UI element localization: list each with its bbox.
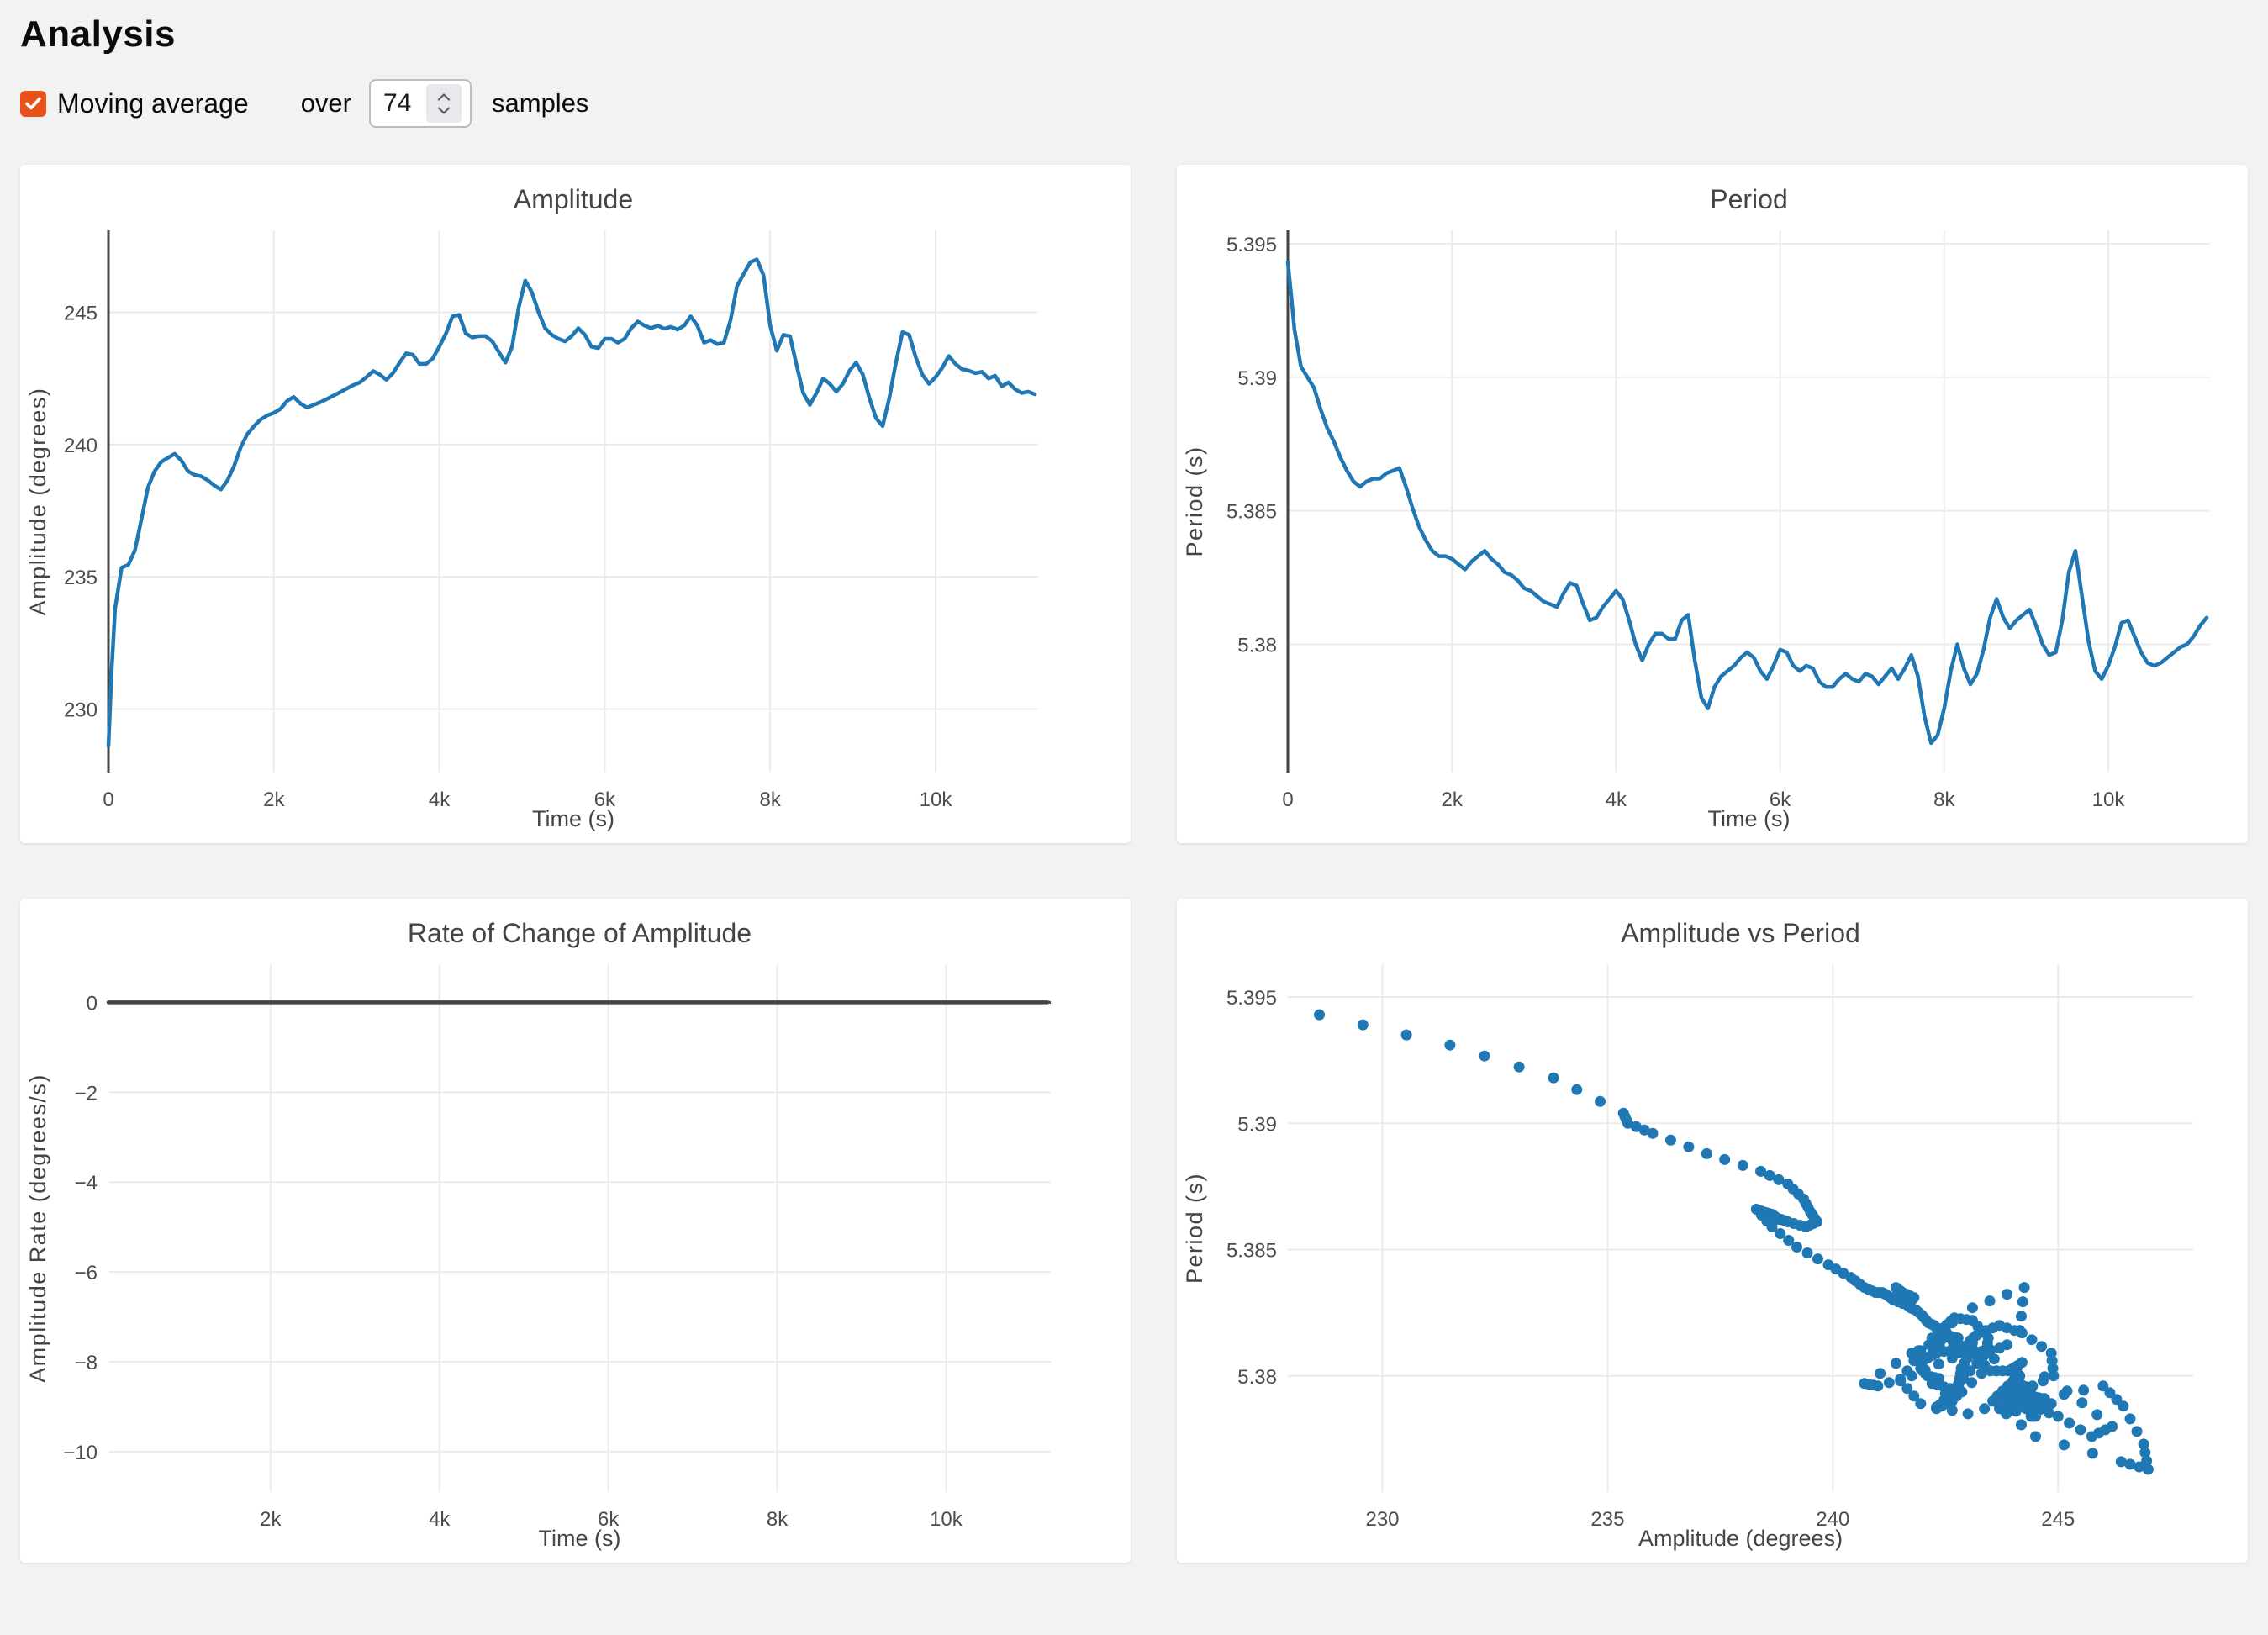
- page-header: Analysis Moving average over samples: [0, 0, 2268, 129]
- svg-text:Rate of Change of Amplitude: Rate of Change of Amplitude: [408, 918, 752, 948]
- svg-text:5.385: 5.385: [1226, 1240, 1277, 1263]
- svg-text:4k: 4k: [429, 788, 451, 811]
- svg-text:6k: 6k: [594, 788, 616, 811]
- svg-text:2k: 2k: [260, 1508, 282, 1531]
- svg-text:2k: 2k: [1442, 788, 1464, 811]
- svg-text:5.39: 5.39: [1237, 367, 1277, 390]
- svg-text:5.38: 5.38: [1237, 1366, 1277, 1389]
- amplitude-vs-period-chart-card: 230 235 240 245 5.38 5.385 5.39 5.395 Amplitude …: [1177, 899, 2248, 1563]
- svg-text:Period (s): Period (s): [1182, 1173, 1207, 1284]
- svg-text:0: 0: [1282, 788, 1293, 811]
- svg-text:−4: −4: [75, 1172, 98, 1195]
- amplitude-chart[interactable]: 0 2k 4k 6k 8k 10k 230 235 240 245 Time (s) Amplitud…: [20, 165, 1131, 843]
- svg-text:8k: 8k: [760, 788, 782, 811]
- svg-text:2k: 2k: [263, 788, 285, 811]
- charts-grid: 0 2k 4k 6k 8k 10k 230 235 240 245 Time (s) Amplitud…: [0, 165, 2268, 1563]
- period-chart[interactable]: 0 2k 4k 6k 8k 10k 5.38 5.385 5.39 5.395 Time (s) Pe…: [1177, 165, 2248, 843]
- svg-text:235: 235: [64, 567, 98, 589]
- samples-input[interactable]: [371, 82, 426, 124]
- moving-average-label: Moving average: [57, 87, 249, 119]
- svg-text:4k: 4k: [429, 1508, 451, 1531]
- svg-text:0: 0: [87, 992, 98, 1015]
- amplitude-rate-chart[interactable]: 2k 4k 6k 8k 10k 0 −2 −4 −6 −8 −10 Time (s) Amplitude…: [20, 899, 1131, 1563]
- svg-text:5.385: 5.385: [1226, 501, 1277, 524]
- amplitude-chart-card: 0 2k 4k 6k 8k 10k 230 235 240 245 Time (s) Amplitud…: [20, 165, 1131, 843]
- svg-text:5.39: 5.39: [1237, 1113, 1277, 1136]
- svg-text:5.395: 5.395: [1226, 234, 1277, 256]
- svg-text:10k: 10k: [920, 788, 953, 811]
- svg-text:−2: −2: [75, 1082, 98, 1105]
- svg-text:240: 240: [64, 435, 98, 457]
- svg-text:245: 245: [64, 303, 98, 325]
- stepper-down-icon[interactable]: [437, 106, 451, 114]
- samples-stepper[interactable]: [426, 84, 462, 123]
- stepper-up-icon[interactable]: [437, 92, 451, 101]
- svg-text:6k: 6k: [1770, 788, 1791, 811]
- amplitude-rate-chart-card: 2k 4k 6k 8k 10k 0 −2 −4 −6 −8 −10 Time (s) Amplitude…: [20, 899, 1131, 1563]
- svg-text:10k: 10k: [930, 1508, 963, 1531]
- svg-text:6k: 6k: [598, 1508, 620, 1531]
- amplitude-vs-period-chart[interactable]: 230 235 240 245 5.38 5.385 5.39 5.395 Amplitude …: [1177, 899, 2248, 1563]
- svg-text:−10: −10: [63, 1442, 98, 1464]
- svg-text:Amplitude Rate (degrees/s): Amplitude Rate (degrees/s): [25, 1073, 50, 1383]
- svg-text:240: 240: [1816, 1508, 1849, 1531]
- controls-row: Moving average over samples: [20, 77, 2248, 129]
- svg-text:5.38: 5.38: [1237, 634, 1277, 657]
- svg-text:8k: 8k: [767, 1508, 789, 1531]
- svg-text:10k: 10k: [2092, 788, 2126, 811]
- svg-text:Period (s): Period (s): [1182, 446, 1207, 556]
- svg-text:8k: 8k: [1933, 788, 1955, 811]
- svg-text:−8: −8: [75, 1352, 98, 1374]
- svg-text:230: 230: [64, 699, 98, 721]
- svg-text:235: 235: [1590, 1508, 1624, 1531]
- svg-text:Time (s): Time (s): [1708, 806, 1791, 831]
- svg-text:4k: 4k: [1606, 788, 1627, 811]
- svg-text:Time (s): Time (s): [539, 1526, 621, 1551]
- checkmark-icon: [25, 97, 41, 110]
- moving-average-control: Moving average: [20, 88, 249, 119]
- svg-text:0: 0: [103, 788, 113, 811]
- svg-text:245: 245: [2041, 1508, 2075, 1531]
- samples-numbox: [369, 79, 472, 128]
- svg-text:Period: Period: [1710, 184, 1788, 214]
- period-chart-card: 0 2k 4k 6k 8k 10k 5.38 5.385 5.39 5.395 Time (s) Pe…: [1177, 165, 2248, 843]
- moving-average-checkbox[interactable]: [20, 90, 46, 117]
- svg-text:Amplitude (degrees): Amplitude (degrees): [1638, 1526, 1843, 1551]
- svg-text:Amplitude: Amplitude: [514, 184, 633, 214]
- svg-text:5.395: 5.395: [1226, 987, 1277, 1010]
- svg-text:Amplitude vs Period: Amplitude vs Period: [1621, 918, 1860, 948]
- svg-text:−6: −6: [75, 1262, 98, 1284]
- samples-label: samples: [492, 88, 589, 118]
- page-title: Analysis: [20, 13, 176, 55]
- over-label: over: [300, 88, 351, 118]
- svg-text:Amplitude (degrees): Amplitude (degrees): [25, 388, 50, 616]
- svg-text:230: 230: [1365, 1508, 1399, 1531]
- svg-text:Time (s): Time (s): [532, 806, 614, 831]
